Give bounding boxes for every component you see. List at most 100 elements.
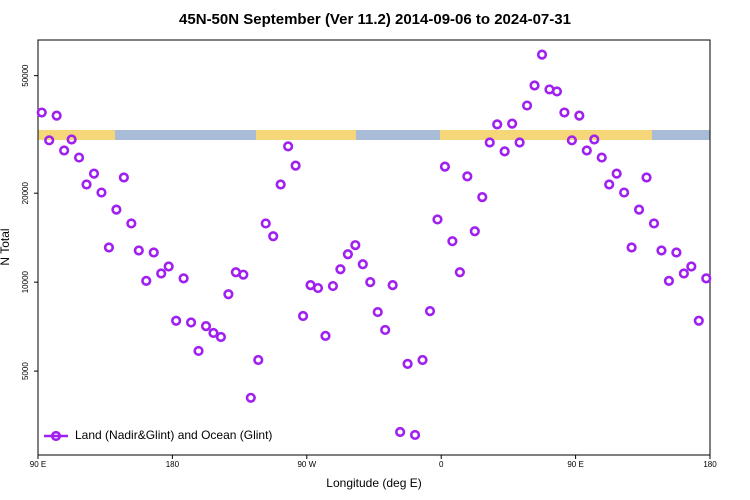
data-point bbox=[215, 331, 227, 343]
data-point bbox=[611, 168, 622, 179]
data-point bbox=[66, 134, 77, 145]
data-point bbox=[103, 242, 115, 253]
data-point bbox=[641, 172, 652, 183]
data-point bbox=[626, 242, 637, 253]
data-point bbox=[663, 275, 675, 286]
data-point bbox=[96, 187, 107, 198]
plot-frame bbox=[37, 39, 711, 456]
data-point bbox=[596, 152, 607, 163]
data-point bbox=[260, 218, 271, 229]
data-point bbox=[372, 306, 383, 318]
data-point bbox=[484, 137, 495, 148]
data-point bbox=[36, 107, 47, 118]
x-axis-label: Longitude (deg E) bbox=[326, 476, 421, 490]
data-point bbox=[656, 245, 667, 256]
x-tick-label: 180 bbox=[703, 460, 717, 469]
x-tick-label: 90 E bbox=[567, 460, 583, 469]
x-tick-label: 180 bbox=[166, 460, 180, 469]
data-point bbox=[208, 327, 219, 339]
data-point bbox=[312, 282, 324, 294]
data-point bbox=[200, 320, 212, 332]
y-axis-label: N Total bbox=[0, 228, 12, 265]
chart-title: 45N-50N September (Ver 11.2) 2014-09-06 … bbox=[179, 11, 571, 28]
data-point bbox=[469, 226, 480, 237]
data-point bbox=[327, 280, 339, 292]
data-point bbox=[574, 110, 585, 121]
data-point bbox=[275, 179, 286, 190]
data-point bbox=[238, 269, 249, 280]
data-point bbox=[81, 179, 92, 190]
data-point bbox=[193, 345, 204, 357]
data-point bbox=[402, 358, 413, 369]
data-point bbox=[59, 145, 70, 156]
data-point bbox=[514, 137, 525, 148]
data-point bbox=[439, 161, 451, 172]
data-point bbox=[185, 317, 197, 328]
data-point bbox=[133, 245, 144, 256]
data-point bbox=[671, 247, 682, 258]
data-point bbox=[454, 267, 465, 278]
data-point bbox=[387, 280, 398, 291]
data-point bbox=[551, 86, 563, 97]
data-point bbox=[253, 354, 264, 366]
data-point bbox=[409, 429, 421, 441]
y-tick-label: 5000 bbox=[21, 362, 30, 380]
x-tick-label: 90 E bbox=[30, 460, 46, 469]
data-point bbox=[566, 135, 577, 146]
data-point bbox=[126, 218, 137, 229]
ocean-band bbox=[38, 130, 710, 140]
data-point bbox=[686, 261, 697, 272]
land-band bbox=[38, 130, 115, 140]
data-point bbox=[335, 264, 346, 275]
data-point bbox=[171, 315, 182, 326]
data-point bbox=[604, 179, 615, 190]
data-point bbox=[477, 192, 488, 203]
data-point bbox=[678, 268, 689, 279]
data-point bbox=[529, 80, 540, 91]
data-point bbox=[365, 277, 376, 288]
data-point bbox=[380, 324, 391, 336]
data-point bbox=[268, 231, 279, 242]
data-point bbox=[297, 310, 309, 322]
data-point bbox=[163, 261, 174, 272]
data-point bbox=[701, 273, 712, 284]
data-point bbox=[536, 49, 548, 60]
data-point bbox=[417, 354, 428, 366]
land-band bbox=[256, 130, 356, 140]
data-point bbox=[357, 259, 368, 270]
x-tick-label: 90 W bbox=[297, 460, 316, 469]
data-point bbox=[350, 240, 361, 251]
data-point bbox=[88, 168, 100, 179]
land-band bbox=[440, 130, 652, 140]
data-point bbox=[148, 247, 159, 258]
data-point bbox=[589, 134, 600, 145]
data-point bbox=[424, 306, 436, 317]
data-point bbox=[290, 160, 301, 171]
data-point bbox=[521, 100, 533, 111]
surface-strip bbox=[38, 130, 710, 140]
data-point bbox=[320, 330, 331, 341]
data-point bbox=[492, 119, 503, 130]
data-point bbox=[432, 214, 443, 225]
y-tick-label: 10000 bbox=[21, 270, 30, 293]
legend-marker bbox=[50, 430, 62, 442]
data-point bbox=[395, 426, 406, 438]
data-point bbox=[648, 218, 660, 229]
data-point bbox=[507, 118, 518, 129]
data-point bbox=[73, 152, 85, 163]
data-point bbox=[581, 145, 592, 156]
data-point bbox=[111, 204, 122, 215]
data-point bbox=[245, 392, 256, 403]
data-point bbox=[156, 268, 167, 279]
x-tick-label: 0 bbox=[439, 460, 444, 469]
legend-label: Land (Nadir&Glint) and Ocean (Glint) bbox=[75, 428, 272, 442]
data-point bbox=[559, 107, 570, 118]
data-point bbox=[223, 289, 234, 300]
data-point bbox=[44, 135, 55, 146]
data-point bbox=[693, 315, 704, 326]
data-point bbox=[141, 275, 152, 286]
data-point bbox=[283, 141, 294, 152]
data-point bbox=[462, 171, 473, 182]
